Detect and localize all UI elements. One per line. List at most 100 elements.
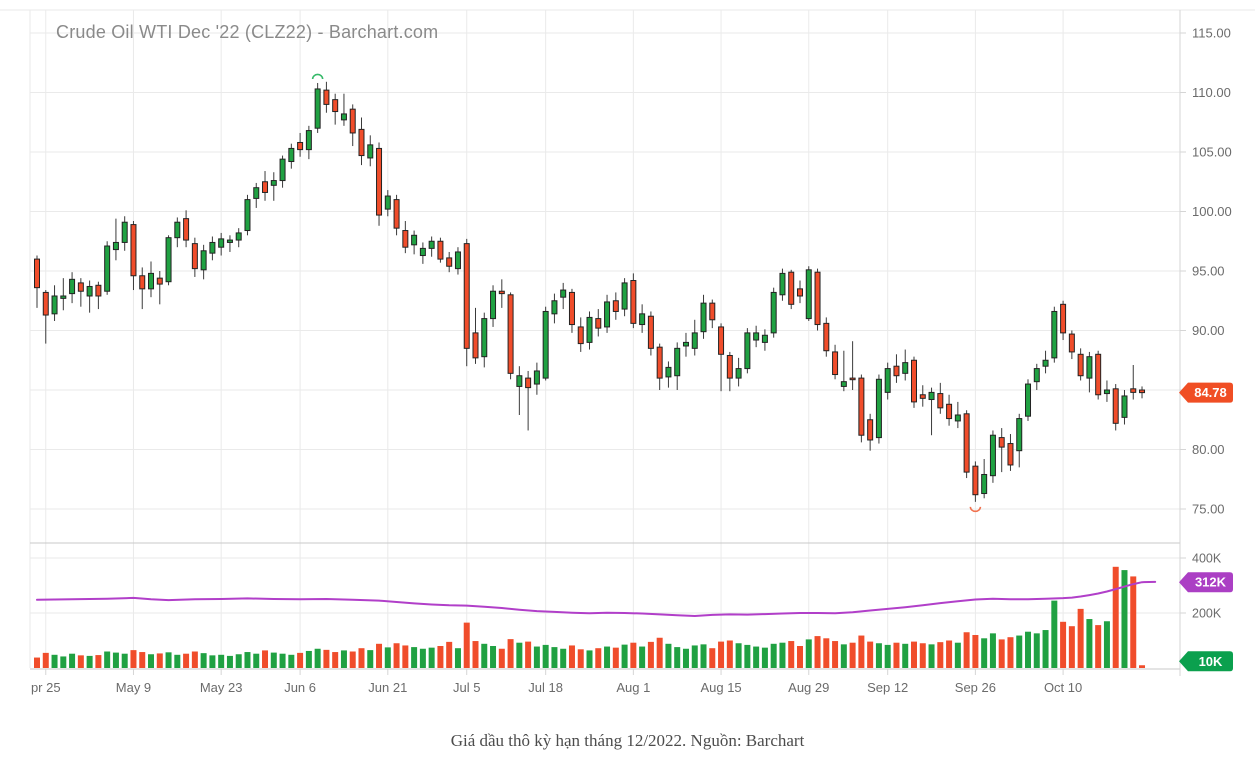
volume-bar[interactable] — [51, 654, 58, 668]
candle[interactable] — [235, 228, 242, 248]
volume-bar[interactable] — [34, 657, 40, 668]
candle[interactable] — [42, 290, 49, 344]
candle[interactable] — [183, 210, 190, 248]
candle[interactable] — [376, 142, 383, 226]
volume-bar[interactable] — [612, 647, 619, 668]
volume-bar[interactable] — [849, 642, 856, 668]
candle[interactable] — [34, 255, 40, 308]
candle[interactable] — [779, 268, 786, 301]
volume-bar[interactable] — [621, 644, 628, 668]
volume-bar[interactable] — [902, 643, 909, 668]
volume-bar[interactable] — [200, 653, 207, 668]
volume-bar[interactable] — [832, 641, 839, 668]
candle[interactable] — [112, 218, 119, 261]
volume-bar[interactable] — [1086, 619, 1093, 668]
candle[interactable] — [533, 362, 540, 395]
candle[interactable] — [1068, 330, 1075, 360]
volume-bar[interactable] — [919, 643, 926, 668]
candle[interactable] — [691, 319, 698, 356]
volume-bar[interactable] — [156, 653, 163, 668]
candle[interactable] — [253, 182, 260, 208]
candle[interactable] — [86, 280, 93, 313]
candle[interactable] — [560, 282, 567, 310]
volume-bar[interactable] — [954, 642, 961, 668]
volume-bar[interactable] — [95, 655, 102, 668]
candle[interactable] — [875, 374, 882, 444]
candle[interactable] — [981, 459, 988, 499]
volume-bar[interactable] — [165, 652, 172, 668]
candle[interactable] — [682, 332, 689, 357]
volume-bar[interactable] — [209, 655, 216, 668]
candle[interactable] — [1086, 351, 1093, 393]
volume-bar[interactable] — [779, 642, 786, 668]
candle[interactable] — [60, 278, 67, 311]
candle[interactable] — [744, 328, 751, 374]
volume-bar[interactable] — [288, 654, 295, 668]
volume-bar[interactable] — [665, 643, 672, 668]
candle[interactable] — [226, 235, 233, 252]
volume-bar[interactable] — [174, 654, 181, 668]
candle[interactable] — [542, 306, 549, 381]
candle[interactable] — [911, 356, 917, 408]
candle[interactable] — [963, 410, 970, 479]
candle[interactable] — [297, 132, 304, 157]
candle[interactable] — [656, 343, 663, 390]
candle[interactable] — [1121, 390, 1128, 425]
candle[interactable] — [972, 461, 979, 502]
candle[interactable] — [340, 93, 347, 126]
candle[interactable] — [612, 292, 619, 320]
volume-bar[interactable] — [1016, 635, 1023, 668]
volume-bar[interactable] — [525, 641, 532, 668]
volume-bar[interactable] — [446, 641, 453, 668]
candle[interactable] — [577, 317, 584, 352]
volume-bar[interactable] — [1095, 625, 1102, 668]
volume-bar[interactable] — [1033, 633, 1040, 668]
volume-bar[interactable] — [411, 647, 418, 668]
candle[interactable] — [647, 311, 654, 356]
volume-bar[interactable] — [358, 648, 365, 668]
candle[interactable] — [139, 267, 146, 310]
volume-bar[interactable] — [542, 644, 549, 668]
volume-bar[interactable] — [735, 643, 742, 668]
candle[interactable] — [358, 117, 365, 166]
candle[interactable] — [718, 323, 725, 392]
volume-bar[interactable] — [1051, 600, 1058, 668]
candle[interactable] — [472, 307, 479, 364]
candle[interactable] — [1077, 348, 1084, 381]
volume-bar[interactable] — [376, 643, 383, 668]
candle[interactable] — [639, 304, 646, 333]
volume-bar[interactable] — [946, 640, 953, 669]
volume-bar[interactable] — [1121, 570, 1128, 668]
volume-bar[interactable] — [726, 640, 733, 669]
volume-bar[interactable] — [647, 641, 654, 668]
volume-bar[interactable] — [104, 651, 111, 669]
volume-bar[interactable] — [516, 642, 523, 668]
candle[interactable] — [323, 81, 330, 113]
volume-bar[interactable] — [577, 649, 584, 668]
volume-bar[interactable] — [332, 652, 339, 668]
volume-bar[interactable] — [1103, 621, 1110, 668]
candle[interactable] — [218, 232, 225, 256]
candle[interactable] — [332, 93, 339, 125]
volume-bar[interactable] — [244, 652, 251, 668]
volume-bar[interactable] — [963, 632, 970, 668]
volume-bar[interactable] — [279, 653, 286, 668]
candle[interactable] — [788, 269, 795, 310]
volume-bar[interactable] — [148, 654, 155, 668]
volume-bar[interactable] — [226, 655, 233, 668]
volume-bar[interactable] — [709, 648, 716, 668]
candle[interactable] — [1103, 380, 1110, 402]
candle[interactable] — [463, 238, 470, 367]
candle[interactable] — [1095, 350, 1102, 400]
candle[interactable] — [393, 194, 400, 236]
candle[interactable] — [867, 413, 874, 451]
volume-bar[interactable] — [1139, 665, 1146, 668]
volume-bar[interactable] — [191, 651, 198, 669]
candle[interactable] — [700, 294, 707, 339]
candle[interactable] — [305, 125, 312, 160]
candle[interactable] — [411, 230, 418, 255]
candle[interactable] — [77, 278, 84, 307]
candle[interactable] — [104, 241, 111, 295]
volume-bar[interactable] — [989, 633, 996, 668]
